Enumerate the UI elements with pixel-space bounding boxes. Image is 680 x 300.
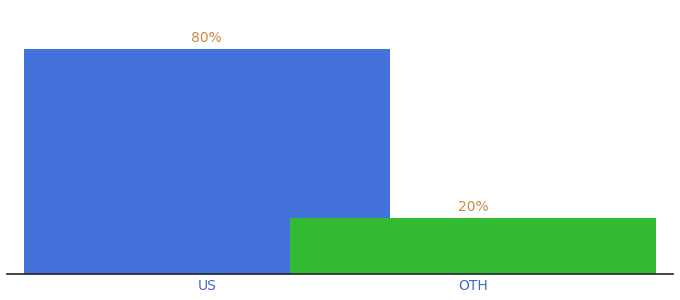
Text: 80%: 80% xyxy=(191,31,222,45)
Text: 20%: 20% xyxy=(458,200,488,214)
Bar xyxy=(24,49,390,274)
Bar xyxy=(290,218,656,274)
